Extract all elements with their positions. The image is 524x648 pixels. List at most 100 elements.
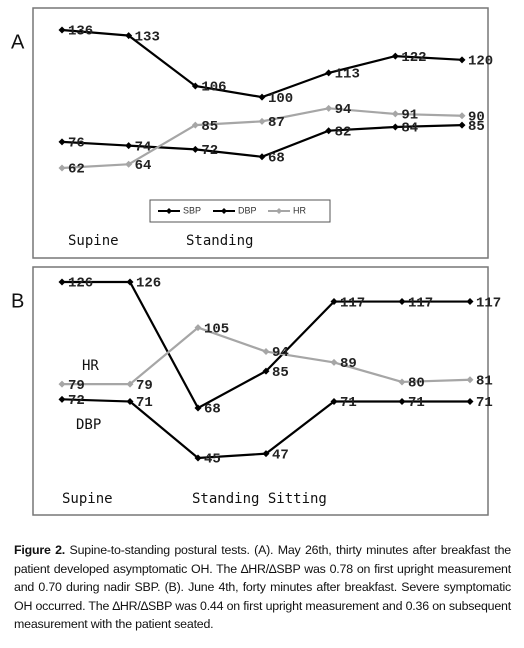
data-point (194, 454, 202, 462)
data-point (466, 376, 474, 384)
data-point (126, 278, 134, 286)
data-label: 81 (476, 373, 493, 389)
figure: A 136 133 106 100 113 122 120 76 74 72 68 82 84 85 62 64… (11, 7, 501, 516)
series-name: HR (82, 358, 99, 374)
data-label: 94 (272, 345, 289, 361)
data-label: 94 (335, 102, 352, 118)
data-label: 117 (408, 295, 433, 311)
data-label: 72 (68, 393, 85, 409)
data-label: 74 (135, 139, 152, 155)
data-label: 84 (401, 121, 418, 137)
data-label: 126 (136, 276, 161, 292)
data-point (125, 32, 133, 40)
legend-marker (276, 208, 282, 214)
data-label: 87 (268, 115, 285, 131)
data-label: 72 (201, 143, 218, 159)
data-label: 71 (408, 395, 425, 411)
data-point (330, 298, 338, 306)
data-point (466, 298, 474, 306)
data-label: 80 (408, 376, 425, 392)
data-label: 133 (135, 29, 160, 45)
data-label: 106 (201, 80, 226, 96)
legend-box (149, 199, 331, 223)
data-label: 79 (136, 378, 153, 394)
annotation: Standing (186, 233, 253, 249)
data-label: 76 (68, 136, 85, 152)
data-label: 117 (476, 295, 501, 311)
data-point (391, 123, 399, 131)
data-label: 117 (340, 295, 365, 311)
data-point (126, 380, 134, 388)
data-point (458, 112, 466, 120)
data-point (191, 121, 199, 129)
panel-frame (32, 266, 489, 516)
data-label: 85 (468, 119, 485, 135)
legend-label: HR (293, 205, 306, 215)
annotation: Standing Sitting (192, 491, 327, 507)
panel-frame (32, 7, 489, 259)
data-point (330, 398, 338, 406)
data-label: 105 (204, 321, 229, 337)
data-point (398, 298, 406, 306)
data-point (398, 398, 406, 406)
data-label: 79 (68, 378, 85, 394)
legend-label: SBP (183, 205, 201, 215)
caption-label: Figure 2. (14, 543, 66, 557)
data-point (325, 127, 333, 135)
data-label: 90 (468, 109, 485, 125)
data-label: 47 (272, 447, 289, 463)
data-label: 82 (335, 124, 352, 140)
data-label: 91 (401, 108, 418, 124)
data-point (58, 164, 66, 172)
annotation: Supine (62, 491, 113, 507)
data-label: 64 (135, 158, 152, 174)
data-point (258, 153, 266, 161)
data-label: 85 (201, 119, 218, 135)
data-point (258, 93, 266, 101)
data-point (58, 395, 66, 403)
data-point (262, 348, 270, 356)
data-point (325, 69, 333, 77)
panel-label: B (11, 290, 24, 312)
data-point (391, 110, 399, 118)
data-point (458, 56, 466, 64)
legend-marker (221, 208, 227, 214)
data-point (258, 117, 266, 125)
legend-label: DBP (238, 205, 257, 215)
data-point (58, 26, 66, 34)
data-point (458, 121, 466, 129)
data-point (58, 380, 66, 388)
data-point (398, 378, 406, 386)
data-point (191, 145, 199, 153)
data-label: 136 (68, 24, 93, 40)
caption: Figure 2. Supine-to-standing postural te… (14, 541, 511, 634)
data-point (391, 52, 399, 60)
data-point (191, 82, 199, 90)
data-point (125, 160, 133, 168)
data-point (194, 324, 202, 332)
data-point (194, 404, 202, 412)
data-point (58, 138, 66, 146)
data-label: 68 (204, 402, 221, 418)
data-point (58, 278, 66, 286)
data-point (125, 142, 133, 150)
annotation: Supine (68, 233, 119, 249)
data-label: 122 (401, 50, 426, 66)
data-point (126, 398, 134, 406)
data-point (325, 104, 333, 112)
data-label: 71 (340, 395, 357, 411)
legend-marker (166, 208, 172, 214)
data-point (330, 358, 338, 366)
data-point (262, 450, 270, 458)
data-label: 126 (68, 276, 93, 292)
panel-label: A (11, 31, 25, 53)
data-label: 113 (335, 67, 360, 83)
series-name: DBP (76, 417, 101, 433)
data-label: 62 (68, 162, 85, 178)
data-label: 85 (272, 365, 289, 381)
data-point (262, 367, 270, 375)
data-point (466, 398, 474, 406)
data-label: 89 (340, 356, 357, 372)
data-label: 71 (136, 395, 153, 411)
